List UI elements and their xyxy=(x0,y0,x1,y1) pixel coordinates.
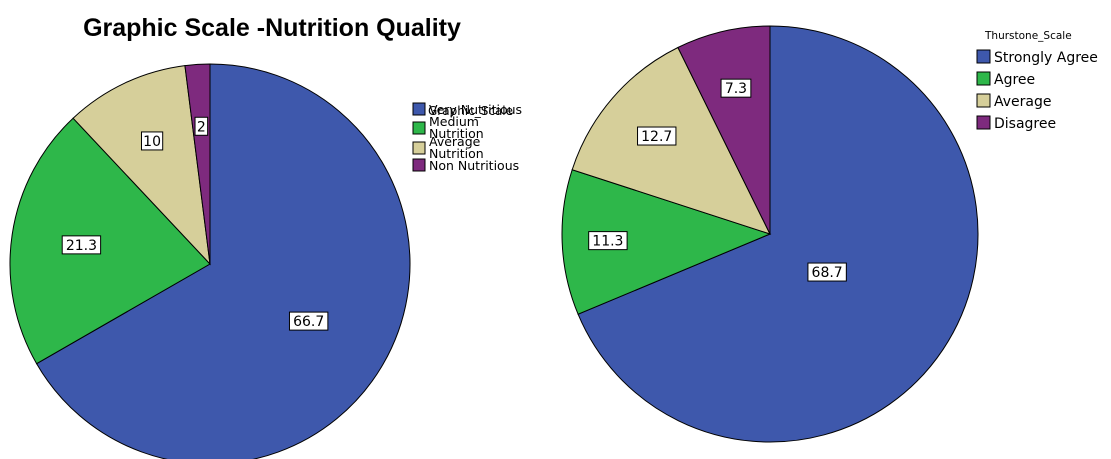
legend-thurstone-scale: Strongly Agree Agree Average Disagree xyxy=(976,49,1098,132)
pie-slice-medium-nutrition xyxy=(9,117,211,365)
data-label-box xyxy=(61,235,102,255)
legend-swatch xyxy=(412,158,426,172)
legend-title: Graphic_Scale xyxy=(428,104,513,118)
pie-chart-graphic-scale: 66.7 21.3 10 2 xyxy=(9,63,411,459)
legend-swatch xyxy=(976,115,991,130)
data-label-box xyxy=(194,116,209,136)
legend-label: Non Nutritious xyxy=(429,158,519,173)
legend-label: Average Nutrition xyxy=(429,134,484,161)
legend-label: Strongly Agree xyxy=(994,50,1098,66)
data-label: 10 xyxy=(143,134,161,150)
data-label: 7.3 xyxy=(725,81,747,97)
legend-label: Very Nutritious xyxy=(429,102,522,117)
legend-label: Medium Nutrition xyxy=(429,114,484,141)
pie-slice-very-nutritious xyxy=(35,63,411,459)
data-label: 21.3 xyxy=(66,238,97,254)
pie-slice-non-nutritious xyxy=(184,63,211,265)
legend-swatch xyxy=(976,71,991,86)
data-label-box xyxy=(720,78,752,98)
data-label-box xyxy=(140,131,164,151)
data-label-box xyxy=(637,126,677,146)
legend-swatch xyxy=(976,93,991,108)
data-label-box xyxy=(807,262,847,282)
legend-label: Average xyxy=(994,94,1052,110)
pie-slice-agree xyxy=(561,169,772,315)
legend-swatch xyxy=(412,141,426,155)
legend-swatch xyxy=(976,49,991,64)
data-label: 11.3 xyxy=(592,234,623,250)
pie-chart-thurstone-scale: 68.7 11.3 12.7 7.3 xyxy=(561,25,979,443)
chart-title: Graphic Scale -Nutrition Quality xyxy=(83,14,461,42)
legend-swatch xyxy=(412,102,426,116)
legend-swatch xyxy=(412,121,426,135)
pie-slice-disagree xyxy=(677,25,771,235)
pie-slice-strongly-agree xyxy=(577,25,979,443)
data-label: 66.7 xyxy=(293,314,324,330)
data-label-box xyxy=(588,231,628,251)
pie-slice-average-nutrition xyxy=(72,65,211,266)
legend-label: Agree xyxy=(994,72,1035,88)
data-label: 12.7 xyxy=(641,129,672,145)
data-label-box xyxy=(288,311,329,331)
legend-title: Thurstone_Scale xyxy=(984,30,1072,42)
legend-label: Disagree xyxy=(994,116,1056,132)
data-label: 2 xyxy=(197,119,206,135)
data-label: 68.7 xyxy=(812,265,843,281)
